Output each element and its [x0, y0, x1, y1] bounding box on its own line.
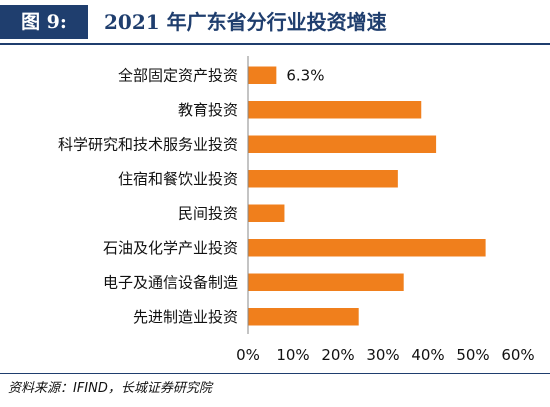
category-label: 科学研究和技术服务业投资 — [58, 135, 238, 153]
figure-number-badge: 图 9: — [0, 5, 88, 39]
bar — [248, 204, 285, 222]
category-label: 全部固定资产投资 — [118, 66, 238, 84]
x-tick-label: 0% — [236, 346, 260, 364]
header-divider — [0, 43, 550, 45]
bar — [248, 66, 277, 84]
x-tick-label: 60% — [501, 346, 534, 364]
x-tick-label: 50% — [456, 346, 489, 364]
x-tick-label: 20% — [321, 346, 354, 364]
category-label: 石油及化学产业投资 — [103, 239, 238, 257]
figure-header: 图 9: 2021 年广东省分行业投资增速 — [0, 0, 550, 48]
bar — [248, 273, 404, 291]
category-label: 先进制造业投资 — [133, 308, 238, 326]
category-label: 电子及通信设备制造 — [103, 273, 238, 291]
bar — [248, 239, 486, 257]
data-label: 6.3% — [286, 66, 324, 84]
bar-chart: 全部固定资产投资 6.3% 教育投资科学研究和技术服务业投资住宿和餐饮业投资民间投资… — [58, 56, 535, 364]
category-label: 教育投资 — [178, 101, 238, 119]
category-label: 民间投资 — [178, 204, 238, 222]
source-note: 资料来源：IFIND，长城证券研究院 — [8, 381, 212, 396]
bar — [248, 170, 398, 188]
bar — [248, 101, 422, 119]
bar — [248, 135, 437, 153]
source-divider — [0, 373, 550, 374]
x-tick-label: 30% — [366, 346, 399, 364]
figure-title: 2021 年广东省分行业投资增速 — [104, 10, 387, 34]
x-tick-label: 10% — [276, 346, 309, 364]
category-label: 住宿和餐饮业投资 — [118, 170, 238, 188]
x-tick-label: 40% — [411, 346, 444, 364]
bar — [248, 308, 359, 326]
